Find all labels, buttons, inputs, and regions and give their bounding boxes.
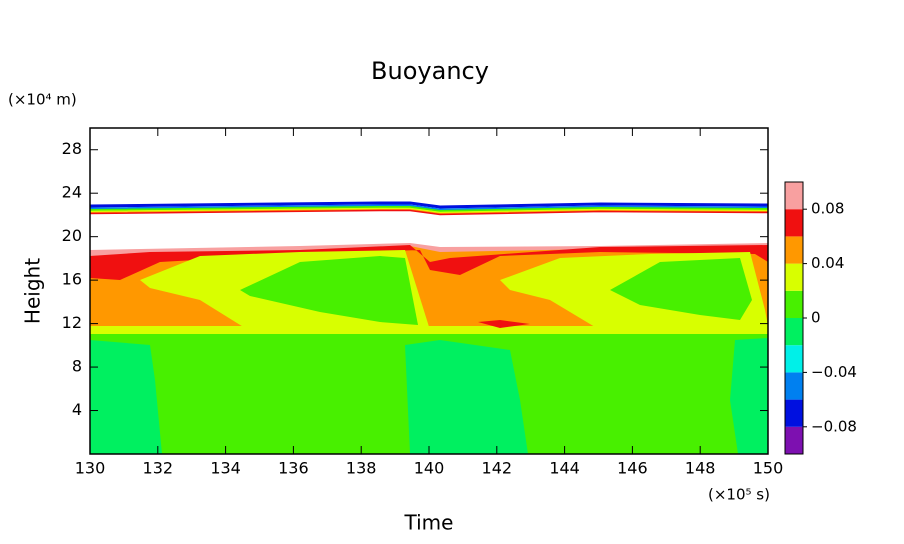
colorbar-cell — [785, 372, 803, 400]
contour-region — [89, 209, 769, 216]
x-tick-label: 144 — [549, 459, 580, 478]
colorbar-cell — [785, 263, 803, 291]
x-tick-label: 130 — [75, 459, 106, 478]
colorbar-cell — [785, 426, 803, 454]
contour-region — [89, 204, 769, 211]
x-tick-label: 140 — [414, 459, 445, 478]
y-axis-label: Height — [21, 258, 45, 324]
x-axis-label: Time — [404, 511, 454, 535]
contour-region — [89, 207, 769, 214]
x-tick-label: 138 — [346, 459, 377, 478]
colorbar-tick-label: −0.08 — [811, 417, 857, 435]
x-tick-label: 136 — [278, 459, 309, 478]
contour-region — [89, 201, 769, 209]
contour-region — [610, 258, 752, 320]
colorbar-cell — [785, 209, 803, 237]
contour-region — [89, 209, 769, 215]
colorbar-tick-label: −0.04 — [811, 363, 857, 381]
contour-region — [90, 340, 162, 454]
y-unit: (×10⁴ m) — [8, 91, 77, 109]
y-tick-label: 8 — [72, 357, 82, 376]
y-tick-label: 12 — [62, 313, 82, 332]
contour-region — [240, 256, 418, 325]
x-unit: (×10⁵ s) — [708, 486, 770, 504]
contour-region — [90, 326, 768, 334]
chart-title: Buoyancy — [371, 57, 489, 85]
contour-region — [405, 340, 528, 454]
colorbar-tick-label: 0.04 — [811, 254, 844, 272]
y-tick-label: 24 — [62, 183, 82, 202]
colorbar-cell — [785, 399, 803, 427]
contour-region — [730, 338, 768, 454]
y-tick-label: 28 — [62, 139, 82, 158]
x-tick-label: 146 — [617, 459, 648, 478]
x-tick-label: 150 — [753, 459, 784, 478]
y-tick-label: 20 — [62, 226, 82, 245]
colorbar-tick-label: 0 — [811, 309, 821, 327]
contour-region — [478, 320, 530, 328]
y-tick-label: 16 — [62, 270, 82, 289]
colorbar-cell — [785, 236, 803, 264]
y-tick-label: 4 — [72, 400, 82, 419]
colorbar-cell — [785, 182, 803, 210]
x-tick-label: 132 — [143, 459, 174, 478]
contour-region — [89, 206, 769, 213]
colorbar-tick-label: 0.08 — [811, 200, 844, 218]
colorbar-cell — [785, 345, 803, 373]
colorbar-cell — [785, 318, 803, 346]
x-tick-label: 134 — [210, 459, 241, 478]
x-tick-label: 148 — [685, 459, 716, 478]
x-tick-label: 142 — [482, 459, 513, 478]
colorbar-cell — [785, 290, 803, 318]
